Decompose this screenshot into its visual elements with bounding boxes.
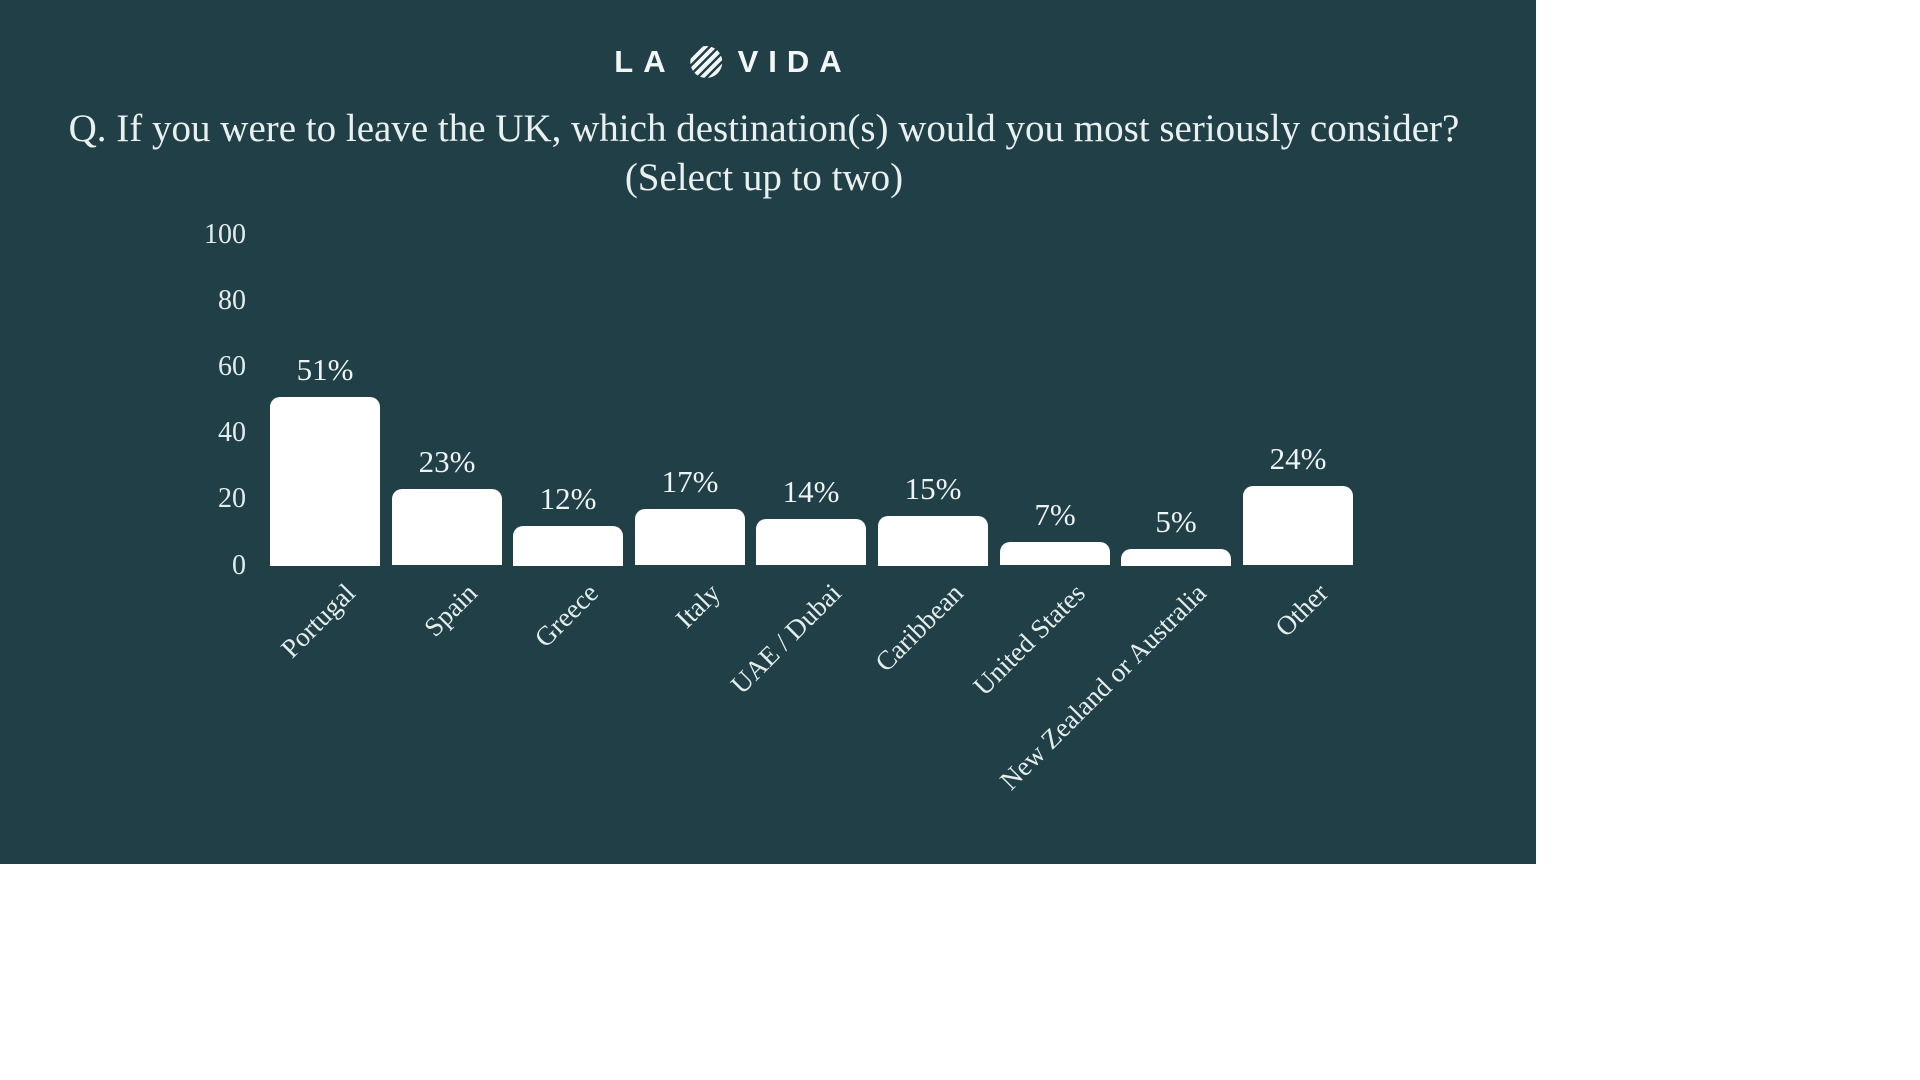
chart-title-line2: (Select up to two): [624, 156, 904, 199]
x-axis-category-label: United States: [967, 577, 1091, 702]
slide-canvas: LA VIDA Q. If you were to leave the UK, …: [0, 0, 1536, 864]
y-axis-tick-label: 80: [218, 285, 246, 317]
bar-new-zealand-or-australia: [1121, 549, 1231, 566]
bar-value-label: 24%: [1269, 441, 1327, 476]
logo-stripes-icon: [690, 46, 723, 78]
bar-value-label: 14%: [782, 474, 840, 509]
x-axis-category-label: UAE / Dubai: [724, 577, 847, 700]
bar-other: [1243, 486, 1353, 565]
x-axis-category-label: Greece: [528, 577, 604, 653]
bar-value-label: 5%: [1155, 504, 1197, 539]
bar-spain: [392, 489, 502, 565]
bar-value-label: 17%: [661, 464, 719, 499]
logo-text-la: LA: [614, 44, 676, 79]
logo-text-vida: VIDA: [737, 44, 852, 79]
bar-chart: 100 80 60 40 20 0 51% Portugal 23% Spain 12% Greece…: [204, 219, 1353, 796]
chart-title: Q. If you were to leave the UK, which de…: [0, 104, 1528, 202]
bar-value-label: 7%: [1034, 497, 1076, 532]
y-axis-tick-label: 60: [218, 351, 246, 383]
bar-united-states: [1000, 542, 1110, 565]
x-axis-category-label: Italy: [669, 577, 726, 634]
y-axis-tick-label: 0: [232, 549, 246, 581]
bar-uae-dubai: [756, 519, 866, 565]
bar-value-label: 15%: [904, 471, 962, 506]
y-axis-tick-label: 20: [218, 483, 246, 515]
x-axis-category-label: Caribbean: [869, 577, 969, 678]
bar-caribbean: [878, 516, 988, 566]
x-axis-category-label: Portugal: [275, 577, 361, 664]
bar-italy: [635, 509, 745, 565]
bar-value-label: 12%: [539, 481, 597, 516]
bar-portugal: [270, 397, 380, 566]
bar-value-label: 51%: [296, 352, 354, 387]
chart-title-line1: Q. If you were to leave the UK, which de…: [68, 107, 1460, 150]
brand-logo: LA VIDA: [614, 44, 851, 80]
x-axis-category-label: Spain: [418, 577, 483, 643]
bar-value-label: 23%: [418, 444, 476, 479]
y-axis-tick-label: 100: [204, 219, 246, 250]
x-axis-category-label: New Zealand or Australia: [994, 577, 1212, 796]
bar-greece: [513, 526, 623, 566]
x-axis-category-label: Other: [1269, 577, 1334, 643]
y-axis-tick-label: 40: [218, 417, 246, 449]
